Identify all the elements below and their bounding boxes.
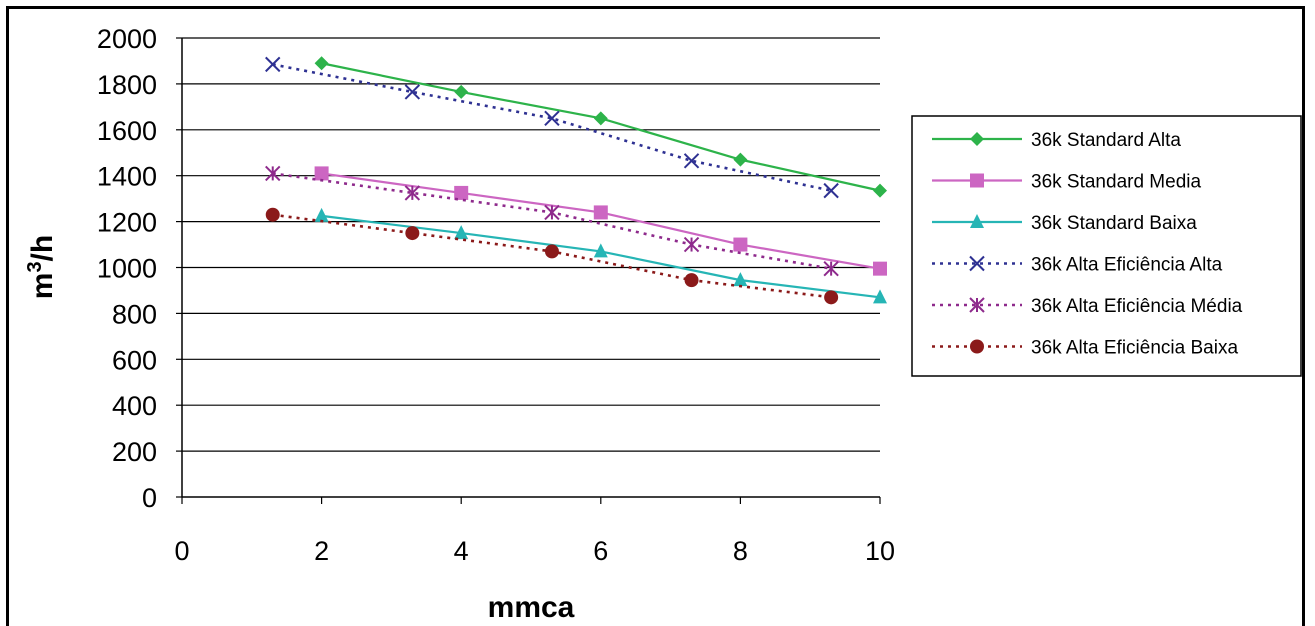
x-tick-label: 8 bbox=[733, 536, 748, 566]
y-axis-title: m3/h bbox=[24, 235, 59, 299]
legend-label: 36k Alta Eficiência Alta bbox=[1031, 255, 1223, 276]
series-6 bbox=[265, 207, 839, 305]
y-tick-label: 200 bbox=[112, 437, 157, 467]
series-2 bbox=[314, 166, 887, 276]
y-tick-label: 1600 bbox=[97, 116, 157, 146]
axes bbox=[176, 37, 881, 504]
series-4-point bbox=[823, 182, 839, 199]
y-tick-label: 600 bbox=[112, 345, 157, 375]
series-2-point bbox=[454, 185, 469, 200]
series-3-point bbox=[314, 207, 329, 222]
y-tick-label: 1200 bbox=[97, 208, 157, 238]
series-4 bbox=[265, 56, 839, 199]
legend-item: 36k Alta Eficiência Baixa bbox=[932, 338, 1238, 359]
x-tick-label: 2 bbox=[314, 536, 329, 566]
x-tick-label: 6 bbox=[593, 536, 608, 566]
series-6-point bbox=[824, 290, 839, 305]
legend: 36k Standard Alta 36k Standard Media 36k S… bbox=[911, 115, 1302, 377]
series-4-point bbox=[265, 56, 281, 73]
y-tick-label: 1800 bbox=[97, 70, 157, 100]
series-5-point bbox=[265, 165, 281, 182]
legend-marker bbox=[970, 132, 984, 146]
series-3-point bbox=[454, 225, 469, 240]
legend-box bbox=[911, 115, 1302, 377]
series-5-point bbox=[544, 204, 560, 221]
legend-label: 36k Alta Eficiência Baixa bbox=[1031, 338, 1238, 359]
series-4-point bbox=[544, 110, 560, 127]
series-1-line bbox=[321, 62, 881, 192]
series-2-point bbox=[314, 166, 329, 181]
legend-marker bbox=[970, 339, 984, 354]
series-6-point bbox=[544, 244, 559, 259]
series-5-point bbox=[683, 236, 700, 253]
legend-item: 36k Alta Eficiência Alta bbox=[932, 255, 1223, 276]
x-tick-label: 10 bbox=[865, 536, 895, 566]
y-tick-label: 400 bbox=[112, 391, 157, 421]
y-tick-label: 0 bbox=[142, 483, 157, 513]
legend-marker bbox=[970, 173, 984, 188]
series-1-point bbox=[873, 183, 887, 198]
legend-item: 36k Standard Alta bbox=[932, 130, 1181, 151]
y-tick-label: 1000 bbox=[97, 254, 157, 284]
legend-label: 36k Standard Media bbox=[1031, 172, 1201, 193]
x-tick-label: 0 bbox=[174, 536, 189, 566]
series-1-point bbox=[314, 56, 329, 71]
legend-label: 36k Alta Eficiência Média bbox=[1031, 296, 1243, 317]
series-1 bbox=[314, 56, 887, 198]
series-1-point bbox=[454, 84, 469, 99]
legend-marker bbox=[970, 214, 984, 228]
tick-labels: 0 200 400 600 800 1000 1200 1400 1600 1800 2000 0 2 4… bbox=[97, 24, 895, 566]
grid-lines bbox=[182, 37, 880, 452]
series-group bbox=[265, 56, 887, 305]
series-5-point bbox=[404, 185, 421, 201]
series-4-point bbox=[683, 153, 700, 169]
series-2-point bbox=[593, 205, 608, 220]
y-tick-label: 2000 bbox=[97, 24, 157, 54]
legend-marker bbox=[969, 297, 985, 313]
series-2-point bbox=[733, 237, 748, 252]
series-3-point bbox=[873, 289, 887, 304]
series-6-point bbox=[405, 226, 420, 241]
x-axis-title: mmca bbox=[488, 591, 575, 620]
legend-label: 36k Standard Baixa bbox=[1031, 213, 1197, 234]
series-3-point bbox=[733, 272, 748, 287]
legend-label: 36k Standard Alta bbox=[1031, 130, 1181, 151]
x-tick-label: 4 bbox=[454, 536, 469, 566]
y-tick-label: 1400 bbox=[97, 162, 157, 192]
legend-item: 36k Standard Baixa bbox=[932, 213, 1197, 234]
series-2-point bbox=[873, 261, 887, 276]
series-6-point bbox=[684, 273, 699, 288]
series-5 bbox=[265, 165, 839, 277]
series-1-point bbox=[593, 111, 608, 126]
series-6-point bbox=[265, 207, 280, 222]
legend-item: 36k Standard Media bbox=[932, 172, 1201, 193]
series-4-point bbox=[404, 84, 421, 100]
y-tick-label: 800 bbox=[112, 299, 157, 329]
series-5-point bbox=[823, 260, 839, 277]
legend-item: 36k Alta Eficiência Média bbox=[932, 296, 1243, 317]
series-3-point bbox=[593, 243, 608, 258]
legend-marker bbox=[969, 255, 985, 272]
series-1-point bbox=[733, 152, 748, 167]
